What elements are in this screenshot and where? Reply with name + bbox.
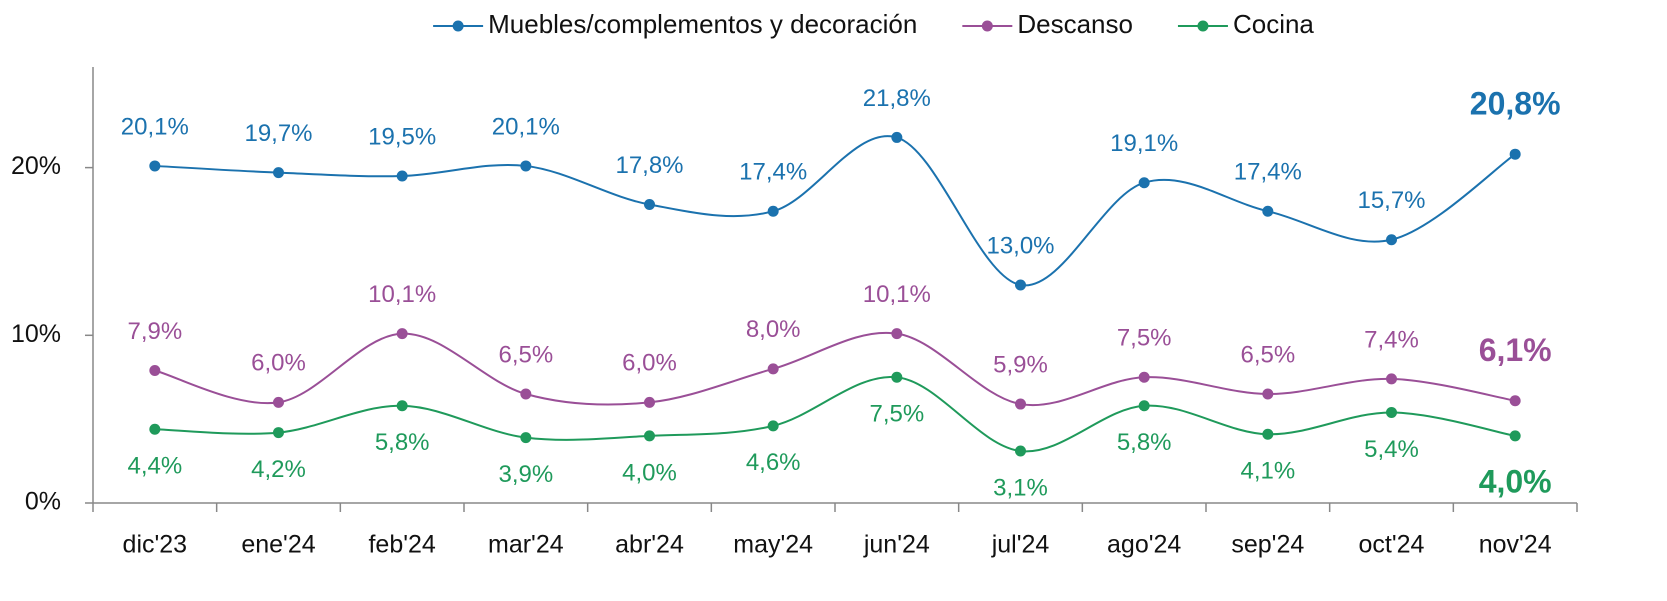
- data-point: [520, 432, 532, 444]
- data-label: 13,0%: [986, 232, 1054, 259]
- legend-marker: [452, 20, 464, 32]
- data-label: 19,5%: [368, 123, 436, 150]
- data-label: 4,0%: [1479, 463, 1552, 499]
- data-point: [891, 131, 903, 143]
- data-point: [1262, 428, 1274, 440]
- data-label: 4,2%: [251, 456, 306, 483]
- data-point: [396, 328, 408, 340]
- x-tick-label: sep'24: [1231, 531, 1304, 559]
- data-label: 21,8%: [863, 85, 931, 112]
- data-label: 6,0%: [622, 350, 677, 377]
- data-point: [891, 371, 903, 383]
- data-label: 19,1%: [1110, 130, 1178, 157]
- data-label: 17,8%: [615, 152, 683, 179]
- data-point: [149, 160, 161, 172]
- x-tick-label: oct'24: [1359, 531, 1425, 559]
- data-label: 10,1%: [863, 281, 931, 308]
- legend-label: Cocina: [1233, 9, 1314, 39]
- legend-label: Muebles/complementos y decoración: [488, 9, 917, 39]
- data-point: [396, 170, 408, 182]
- data-label: 17,4%: [739, 159, 807, 186]
- x-tick-label: nov'24: [1479, 531, 1552, 559]
- data-point: [149, 423, 161, 435]
- x-tick-label: abr'24: [615, 531, 684, 559]
- y-tick-label: 0%: [25, 488, 61, 516]
- data-point: [767, 363, 779, 375]
- data-point: [1138, 371, 1150, 383]
- x-tick-label: jul'24: [991, 531, 1050, 559]
- data-point: [273, 427, 284, 439]
- data-label: 7,9%: [127, 318, 182, 345]
- x-tick-label: jun'24: [863, 531, 930, 559]
- y-tick-label: 20%: [11, 152, 61, 180]
- x-tick-label: may'24: [733, 531, 813, 559]
- data-point: [273, 167, 284, 179]
- data-point: [891, 328, 903, 340]
- data-label: 8,0%: [746, 316, 801, 343]
- data-label: 4,0%: [622, 459, 677, 486]
- data-label: 20,8%: [1470, 86, 1561, 122]
- data-point: [273, 396, 284, 408]
- data-point: [644, 396, 655, 408]
- series-line: [154, 376, 1516, 453]
- legend: Muebles/complementos y decoración Descans…: [433, 9, 1314, 39]
- data-label: 20,1%: [492, 113, 560, 140]
- data-label: 6,5%: [1240, 341, 1295, 368]
- data-label: 7,4%: [1364, 326, 1419, 353]
- data-label: 3,1%: [993, 474, 1048, 501]
- data-point: [1509, 148, 1521, 160]
- data-point: [1262, 388, 1274, 400]
- series-line: [154, 135, 1516, 287]
- series-line: [154, 331, 1516, 407]
- legend-marker: [1197, 20, 1209, 32]
- x-tick-label: ene'24: [241, 531, 315, 559]
- data-point: [1015, 279, 1026, 291]
- data-point: [644, 199, 655, 211]
- legend-marker: [981, 20, 993, 32]
- data-label: 17,4%: [1234, 159, 1302, 186]
- data-label: 15,7%: [1357, 187, 1425, 214]
- data-point: [1509, 395, 1521, 407]
- data-label: 20,1%: [121, 113, 189, 140]
- data-label: 6,1%: [1479, 332, 1552, 368]
- data-label: 4,1%: [1240, 458, 1295, 485]
- data-point: [520, 160, 532, 172]
- data-point: [149, 365, 161, 377]
- x-tick-label: dic'23: [123, 531, 188, 559]
- data-label: 10,1%: [368, 281, 436, 308]
- data-label: 3,9%: [498, 461, 553, 488]
- data-point: [396, 400, 408, 412]
- x-tick-label: ago'24: [1107, 531, 1181, 559]
- data-point: [1015, 398, 1026, 410]
- data-label: 19,7%: [244, 120, 312, 147]
- data-point: [520, 388, 532, 400]
- data-label: 5,8%: [375, 429, 430, 456]
- data-point: [1509, 430, 1521, 442]
- data-point: [1386, 406, 1397, 418]
- data-label: 7,5%: [1117, 325, 1172, 352]
- data-label: 6,0%: [251, 350, 306, 377]
- legend-label: Descanso: [1017, 9, 1133, 39]
- data-point: [1386, 373, 1397, 385]
- data-point: [1015, 445, 1026, 457]
- data-label: 7,5%: [869, 401, 924, 428]
- data-point: [767, 205, 779, 217]
- data-point: [767, 420, 779, 432]
- data-label: 5,9%: [993, 351, 1048, 378]
- data-point: [1138, 177, 1150, 189]
- data-label: 4,4%: [127, 453, 182, 480]
- data-label: 4,6%: [746, 449, 801, 476]
- y-tick-label: 10%: [11, 320, 61, 348]
- x-tick-label: feb'24: [368, 531, 435, 559]
- data-label: 5,4%: [1364, 436, 1419, 463]
- data-label: 5,8%: [1117, 429, 1172, 456]
- data-label: 6,5%: [498, 341, 553, 368]
- data-point: [1262, 205, 1274, 217]
- data-point: [1138, 400, 1150, 412]
- data-point: [1386, 234, 1397, 246]
- x-tick-label: mar'24: [488, 531, 564, 559]
- data-point: [644, 430, 655, 442]
